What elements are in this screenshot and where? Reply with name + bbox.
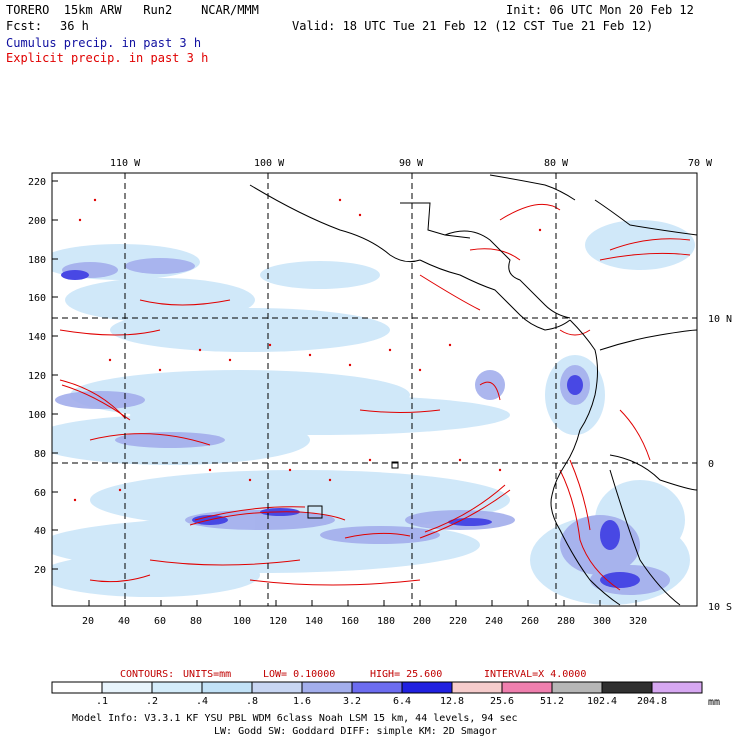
y-tick-label: 180 bbox=[28, 255, 46, 266]
colorbar-swatch bbox=[451, 681, 503, 694]
y-tick-label: 80 bbox=[34, 449, 46, 460]
explicit-contours bbox=[59, 203, 691, 591]
colorbar-swatch bbox=[651, 681, 703, 694]
colorbar-label: 102.4 bbox=[587, 696, 617, 707]
forecast-hour-label: Fcst: bbox=[6, 19, 43, 33]
explicit-legend-label: Explicit precip. in past 3 h bbox=[6, 51, 209, 65]
colorbar-unit: mm bbox=[708, 697, 720, 708]
colorbar-swatch bbox=[351, 681, 403, 694]
colorbar-swatch bbox=[501, 681, 553, 694]
x-tick-label: 20 bbox=[82, 616, 94, 627]
x-tick-label: 260 bbox=[521, 616, 539, 627]
x-tick-label: 140 bbox=[305, 616, 323, 627]
lat-label-10s: 10 S bbox=[708, 602, 732, 613]
y-tick-label: 100 bbox=[28, 410, 46, 421]
lon-label-90w: 90 W bbox=[399, 158, 424, 169]
valid-time: Valid: 18 UTC Tue 21 Feb 12 (12 CST Tue … bbox=[292, 19, 654, 33]
contour-info: CONTOURS: UNITS=mm LOW= 0.10000 HIGH= 25… bbox=[120, 669, 586, 680]
colorbar-label: 51.2 bbox=[540, 696, 564, 707]
contours-low: LOW= 0.10000 bbox=[263, 669, 335, 680]
contours-high: HIGH= 25.600 bbox=[370, 669, 442, 680]
colorbar-label: 25.6 bbox=[490, 696, 514, 707]
latlon-grid bbox=[52, 173, 697, 606]
colorbar-label: .1 bbox=[96, 696, 108, 707]
lon-label-110w: 110 W bbox=[110, 158, 141, 169]
y-tick-label: 140 bbox=[28, 332, 46, 343]
colorbar-swatch bbox=[551, 681, 603, 694]
forecast-hour-value: 36 h bbox=[60, 19, 89, 33]
init-time: Init: 06 UTC Mon 20 Feb 12 bbox=[506, 3, 694, 17]
x-tick-label: 280 bbox=[557, 616, 575, 627]
colorbar-label: .8 bbox=[246, 696, 258, 707]
colorbar-swatch bbox=[601, 681, 653, 694]
colorbar-label: 6.4 bbox=[393, 696, 411, 707]
x-tick-label: 160 bbox=[341, 616, 359, 627]
lon-label-70w: 70 W bbox=[688, 158, 713, 169]
y-tick-label: 200 bbox=[28, 216, 46, 227]
y-tick-label: 120 bbox=[28, 371, 46, 382]
colorbar-swatch bbox=[151, 681, 203, 694]
colorbar-swatch bbox=[201, 681, 253, 694]
colorbar-swatch bbox=[301, 681, 353, 694]
colorbar-swatch bbox=[51, 681, 103, 694]
lat-label-10n: 10 N bbox=[708, 314, 732, 325]
colorbar-swatch bbox=[251, 681, 303, 694]
colorbar-label: 3.2 bbox=[343, 696, 361, 707]
y-tick-label: 60 bbox=[34, 488, 46, 499]
colorbar-label: .2 bbox=[146, 696, 158, 707]
contours-interval: INTERVAL=X 4.0000 bbox=[484, 669, 586, 680]
colorbar-label: 204.8 bbox=[637, 696, 667, 707]
x-tick-label: 180 bbox=[377, 616, 395, 627]
x-tick-label: 320 bbox=[629, 616, 647, 627]
colorbar: .1 .2 .4 .8 1.6 3.2 6.4 12.8 25.6 51.2 102.4 204.8 bbox=[51, 681, 703, 707]
lat-label-0: 0 bbox=[708, 459, 714, 470]
x-tick-label: 300 bbox=[593, 616, 611, 627]
model-info: Model Info: V3.3.1 KF YSU PBL WDM 6class… bbox=[72, 713, 518, 724]
x-tick-label: 100 bbox=[233, 616, 251, 627]
colorbar-label: 12.8 bbox=[440, 696, 464, 707]
precip-field bbox=[52, 198, 695, 605]
galapagos-marker bbox=[391, 461, 399, 469]
y-tick-label: 20 bbox=[34, 565, 46, 576]
y-tick-label: 40 bbox=[34, 526, 46, 537]
colorbar-label: .4 bbox=[196, 696, 208, 707]
lon-label-80w: 80 W bbox=[544, 158, 569, 169]
y-tick-label: 160 bbox=[28, 293, 46, 304]
cumulus-core-shading bbox=[61, 270, 640, 588]
x-tick-label: 220 bbox=[449, 616, 467, 627]
x-axis: 20 40 60 80 100 120 140 160 180 200 220 … bbox=[82, 600, 647, 627]
x-tick-label: 240 bbox=[485, 616, 503, 627]
x-tick-label: 40 bbox=[118, 616, 130, 627]
coastlines bbox=[249, 174, 697, 606]
x-tick-label: 60 bbox=[154, 616, 166, 627]
colorbar-swatch bbox=[101, 681, 153, 694]
contours-label: CONTOURS: bbox=[120, 669, 174, 680]
colorbar-swatch bbox=[401, 681, 453, 694]
x-tick-label: 200 bbox=[413, 616, 431, 627]
y-axis: 220 200 180 160 140 120 100 80 60 40 20 bbox=[28, 177, 58, 576]
x-tick-label: 80 bbox=[190, 616, 202, 627]
model-title: TORERO 15km ARW Run2 NCAR/MMM bbox=[6, 3, 259, 17]
y-tick-label: 220 bbox=[28, 177, 46, 188]
map-frame bbox=[51, 172, 698, 607]
island-marker bbox=[307, 505, 323, 519]
physics-info: LW: Godd SW: Goddard DIFF: simple KM: 2D… bbox=[214, 726, 497, 737]
explicit-speckles bbox=[73, 198, 542, 502]
contours-units: UNITS=mm bbox=[183, 669, 231, 680]
x-tick-label: 120 bbox=[269, 616, 287, 627]
cumulus-legend-label: Cumulus precip. in past 3 h bbox=[6, 36, 202, 50]
lon-label-100w: 100 W bbox=[254, 158, 285, 169]
colorbar-label: 1.6 bbox=[293, 696, 311, 707]
